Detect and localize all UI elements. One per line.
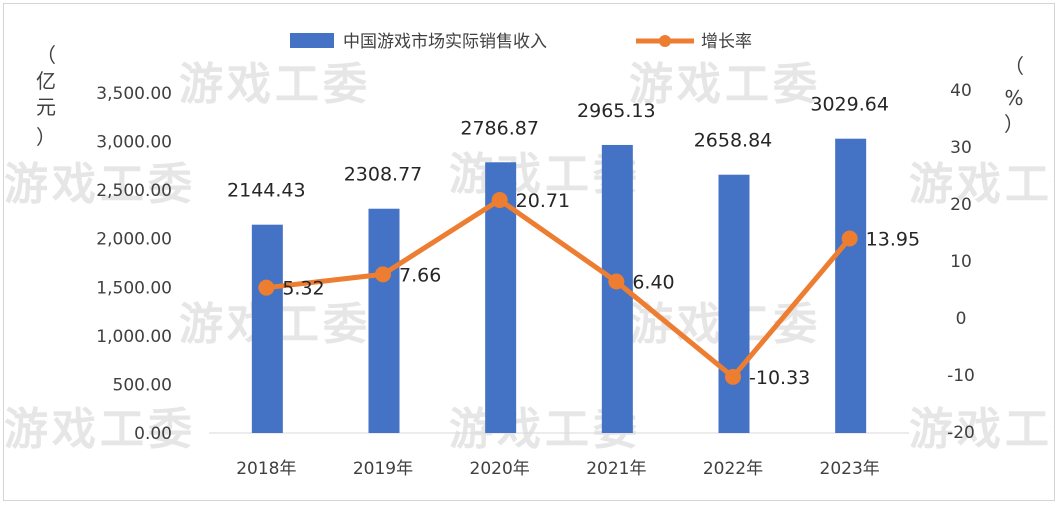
line-point [491,191,508,208]
bar [835,138,867,433]
axis-units: （亿元）（%） [36,43,1024,149]
bar-data-label: 2308.77 [344,164,423,186]
line-data-label: 13.95 [866,228,920,250]
watermark-text: 游戏工委 [909,159,1055,210]
legend-label-line: 增长率 [701,32,752,52]
left-unit-char: （ [36,43,56,67]
right-axis-ticks: -20 -10 0 10 20 30 40 [947,81,975,443]
bar [251,224,283,433]
line-point [608,273,625,290]
x-tick-label: 2018年 [236,459,296,479]
legend-label-bar: 中国游戏市场实际销售收入 [343,32,547,52]
right-tick-label: -20 [947,423,975,443]
watermark-text: 游戏工委 [179,59,371,110]
bar [718,174,750,433]
right-tick-label: 40 [950,81,972,101]
x-tick-label: 2022年 [703,459,763,479]
left-tick-label: 2,500.00 [96,181,172,201]
line-data-label: 5.32 [282,278,324,300]
left-unit-char: 元 [36,95,56,119]
left-unit-char: ） [36,125,56,149]
bar-series [251,138,867,433]
left-unit-char: 亿 [36,69,56,93]
chart-frame: 游戏工委游戏工委游戏工委游戏工委游戏工委游戏工委游戏工委游戏工委游戏工委游戏工委… [3,3,1055,501]
right-tick-label: 30 [950,138,972,158]
line-point [841,230,858,247]
bar-data-label: 2786.87 [460,117,539,139]
combo-chart: 游戏工委游戏工委游戏工委游戏工委游戏工委游戏工委游戏工委游戏工委游戏工委游戏工委… [4,32,1055,479]
line-data-label: 20.71 [516,190,570,212]
x-tick-label: 2021年 [586,459,646,479]
bar-data-labels: 2144.43 2308.77 2786.87 2965.13 2658.84 3029.… [227,94,889,202]
right-tick-label: 0 [956,309,967,329]
line-data-label: 6.40 [632,272,674,294]
line-point [258,279,275,296]
line-data-labels: 5.32 7.66 20.71 6.40 -10.33 13.95 [282,190,920,389]
left-tick-label: 2,000.00 [96,230,172,250]
growth-rate-line [266,197,852,380]
bar-data-label: 2658.84 [694,130,773,152]
bar-data-label: 2965.13 [577,100,656,122]
left-tick-label: 1,500.00 [96,278,172,298]
bar-data-label: 2144.43 [227,180,306,202]
left-tick-label: 500.00 [113,375,172,395]
right-unit-char: ） [1004,112,1024,136]
x-tick-label: 2023年 [820,459,880,479]
left-tick-label: 0.00 [134,424,172,444]
left-tick-label: 3,000.00 [96,133,172,153]
right-unit-char: % [1004,86,1023,110]
line-data-label: -10.33 [749,367,810,389]
legend-line-marker [659,35,671,47]
watermark-layer: 游戏工委游戏工委游戏工委游戏工委游戏工委游戏工委游戏工委游戏工委游戏工委游戏工委 [4,59,1055,455]
bar-data-label: 3029.64 [810,94,889,116]
right-tick-label: 10 [950,252,972,272]
line-series [258,191,858,385]
right-unit-char: （ [1004,54,1024,78]
watermark-text: 游戏工委 [4,404,196,455]
left-axis-ticks: 0.00 500.00 1,000.00 1,500.00 2,000.00 2,500.… [96,84,172,444]
line-point [375,266,391,283]
left-tick-label: 1,000.00 [96,327,172,347]
legend-bar-swatch [290,33,334,48]
x-tick-label: 2019年 [353,459,413,479]
left-tick-label: 3,500.00 [96,84,172,104]
x-tick-label: 2020年 [470,459,530,479]
x-axis-tick-labels: 2018年 2019年 2020年 2021年 2022年 2023年 [236,459,880,479]
right-tick-label: -10 [947,366,975,386]
watermark-text: 游戏工委 [4,159,196,210]
right-tick-label: 20 [950,195,972,215]
watermark-text: 游戏工委 [909,404,1055,455]
watermark-text: 游戏工委 [629,59,821,110]
line-point [725,368,741,385]
legend: 中国游戏市场实际销售收入 增长率 [290,32,752,52]
bar [368,208,400,433]
line-data-label: 7.66 [399,264,441,286]
